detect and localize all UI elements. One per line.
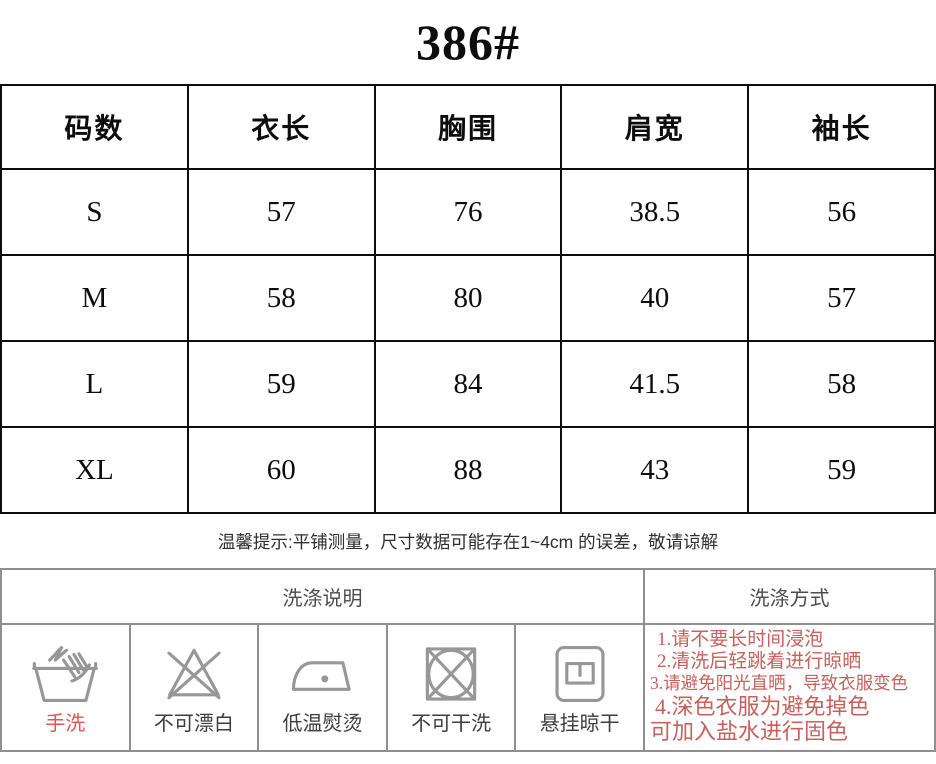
cell-chest: 80 xyxy=(373,254,563,342)
washing-method-line: 1.请不要长时间浸泡 xyxy=(657,629,824,651)
cell-size: L xyxy=(0,340,189,428)
cell-chest: 88 xyxy=(373,426,563,514)
cell-length: 58 xyxy=(186,254,376,342)
cell-shoulder: 38.5 xyxy=(560,168,750,256)
cell-sleeve: 59 xyxy=(747,426,936,514)
hang-dry-icon xyxy=(542,642,618,706)
col-header-sleeve: 袖长 xyxy=(747,84,936,170)
cell-length: 59 xyxy=(186,340,376,428)
col-header-size: 码数 xyxy=(0,84,189,170)
no-dry-clean-icon xyxy=(413,642,489,706)
size-table-header-row: 码数 衣长 胸围 肩宽 袖长 xyxy=(0,84,936,170)
care-symbol-label: 低温熨烫 xyxy=(282,713,363,735)
cell-shoulder: 43 xyxy=(560,426,750,514)
care-symbols-header: 洗涤说明 xyxy=(2,570,645,625)
washing-method-list: 1.请不要长时间浸泡 2.清洗后轻跳着进行晾晒 3.请避免阳光直晒，导致衣服变色… xyxy=(645,625,934,750)
care-cell-hang-dry: 悬挂晾干 xyxy=(516,625,645,750)
cell-size: M xyxy=(0,254,189,342)
col-header-chest: 胸围 xyxy=(373,84,563,170)
table-row: S 57 76 38.5 56 xyxy=(0,168,936,256)
hand-wash-icon xyxy=(27,642,103,706)
cell-shoulder: 41.5 xyxy=(560,340,750,428)
col-header-shoulder: 肩宽 xyxy=(560,84,750,170)
washing-method-line: 3.请避免阳光直晒，导致衣服变色 xyxy=(650,673,909,694)
care-cell-no-dry-clean: 不可干洗 xyxy=(388,625,517,750)
care-symbol-label: 手洗 xyxy=(45,713,86,735)
table-row: XL 60 88 43 59 xyxy=(0,426,936,514)
cell-size: S xyxy=(0,168,189,256)
care-symbol-label: 不可漂白 xyxy=(153,713,234,735)
iron-low-icon xyxy=(284,642,360,706)
no-bleach-icon xyxy=(156,642,232,706)
cell-chest: 76 xyxy=(373,168,563,256)
cell-sleeve: 56 xyxy=(747,168,936,256)
cell-length: 57 xyxy=(186,168,376,256)
table-row: L 59 84 41.5 58 xyxy=(0,340,936,428)
page-title: 386# xyxy=(416,14,520,70)
measurement-disclaimer: 温馨提示:平铺测量，尺寸数据可能存在1~4cm 的误差，敬请谅解 xyxy=(217,532,719,552)
cell-size: XL xyxy=(0,426,189,514)
care-cell-no-bleach: 不可漂白 xyxy=(131,625,260,750)
cell-sleeve: 57 xyxy=(747,254,936,342)
care-symbol-label: 悬挂晾干 xyxy=(539,713,620,735)
col-header-length: 衣长 xyxy=(186,84,376,170)
washing-method-line: 4.深色衣服为避免掉色 xyxy=(655,693,870,719)
care-cell-iron-low: 低温熨烫 xyxy=(259,625,388,750)
size-table: 码数 衣长 胸围 肩宽 袖长 S 57 76 38.5 56 M 58 80 4… xyxy=(0,84,936,514)
care-instructions-table: 洗涤说明 洗涤方式 手洗 不可漂白 xyxy=(0,568,936,752)
cell-chest: 84 xyxy=(373,340,563,428)
care-method-header: 洗涤方式 xyxy=(645,570,934,625)
cell-shoulder: 40 xyxy=(560,254,750,342)
care-symbol-label: 不可干洗 xyxy=(411,713,492,735)
cell-length: 60 xyxy=(186,426,376,514)
table-row: M 58 80 40 57 xyxy=(0,254,936,342)
care-cell-hand-wash: 手洗 xyxy=(2,625,131,750)
cell-sleeve: 58 xyxy=(747,340,936,428)
washing-method-line: 可加入盐水进行固色 xyxy=(650,718,849,744)
washing-method-line: 2.清洗后轻跳着进行晾晒 xyxy=(657,651,862,673)
